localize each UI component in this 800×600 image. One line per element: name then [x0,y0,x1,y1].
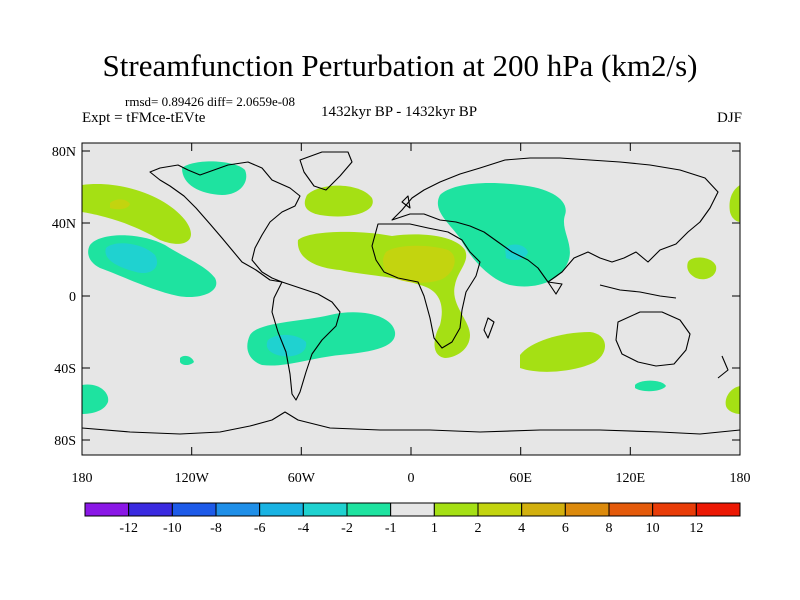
anomaly-south-indian-small [635,380,666,392]
map-panel [81,142,741,456]
colorbar-box [302,502,348,517]
colorbar-label: -8 [210,521,222,536]
colorbar-label: -4 [297,521,309,536]
colorbar-box [652,502,697,517]
lon-tick-label: 60W [288,471,316,486]
anomaly-core-central-pacific [105,243,158,274]
colorbar-box [346,502,392,517]
colorbar-label: -10 [163,521,182,536]
coast-south-america [271,281,341,401]
anomaly-core-arabia [505,244,528,260]
anomaly-core-south-america [266,334,307,357]
colorbar-label: -2 [341,521,353,536]
lon-tick-label: 180 [72,471,93,486]
anomaly-west-pacific [687,257,717,280]
colorbar: -12 -10 -8 -6 -4 -2 -1 1 2 4 6 8 10 12 [84,502,741,536]
lon-tick-label: 0 [408,471,415,486]
longitude-axis: 180 120W 60W 0 60E 120E 180 [72,143,751,486]
lat-tick-label: 40S [54,362,76,377]
colorbar-box [695,502,741,517]
colorbar-box [433,502,479,517]
lon-tick-label: 120W [175,471,210,486]
lon-tick-label: 180 [730,471,751,486]
colorbar-label: 2 [475,521,482,536]
colorbar-box [84,502,130,517]
colorbar-label: -12 [119,521,138,536]
coast-new-zealand [717,355,729,379]
colorbar-box [215,502,261,517]
lat-tick-label: 0 [69,290,76,305]
lat-tick-label: 80N [52,145,76,160]
coast-madagascar [483,317,495,339]
colorbar-box [259,502,304,517]
anomaly-south-indian [520,332,606,372]
coast-australia [615,311,691,367]
colorbar-label: 1 [431,521,438,536]
coast-antarctica [81,411,741,435]
anomaly-greenland [182,161,247,195]
coast-india [547,281,563,295]
colorbar-box [128,502,173,517]
coast-indonesia [599,284,677,299]
period-label: 1432kyr BP - 1432kyr BP [321,104,478,120]
experiment-label: Expt = tFMce-tEVte [82,110,206,126]
season-label: DJF [716,110,742,126]
colorbar-box [564,502,610,517]
colorbar-box [171,502,217,517]
colorbar-box [390,502,435,517]
anomaly-africa-core [383,245,455,283]
anomaly-east-edge [729,185,740,222]
lat-tick-label: 40N [52,217,76,232]
coast-africa [371,223,481,349]
lat-tick-label: 80S [54,434,76,449]
map-background [82,143,740,455]
coastlines [81,151,741,435]
coast-north-america [149,161,301,283]
coast-eurasia [391,157,719,283]
negative-anomaly-cores [105,243,528,357]
anomaly-southern-ocean [82,384,109,414]
colorbar-label: 10 [646,521,660,536]
colorbar-label: 12 [689,521,703,536]
colorbar-label: -6 [254,521,266,536]
colorbar-label: 8 [606,521,613,536]
coast-greenland [299,151,353,191]
stats-label: rmsd= 0.89426 diff= 2.0659e-08 [125,94,296,109]
colorbar-label: 4 [518,521,525,536]
anomaly-southeast-edge [725,386,740,414]
anomaly-north-atlantic [304,185,373,217]
anomaly-eurasia [437,183,570,287]
colorbar-box [477,502,523,517]
coast-uk [401,195,411,209]
anomaly-north-pacific [82,184,191,244]
colorbar-box [521,502,566,517]
anomaly-south-pacific-small [180,355,194,365]
latitude-axis: 80N 40N 0 40S 80S [52,145,740,449]
colorbar-box [608,502,654,517]
colorbar-label: 6 [562,521,569,536]
plot-title: Streamfunction Perturbation at 200 hPa (… [102,48,698,83]
lon-tick-label: 60E [509,471,532,486]
colorbar-label: -1 [385,521,397,536]
anomaly-pacific-core [110,199,130,210]
lon-tick-label: 120E [616,471,646,486]
